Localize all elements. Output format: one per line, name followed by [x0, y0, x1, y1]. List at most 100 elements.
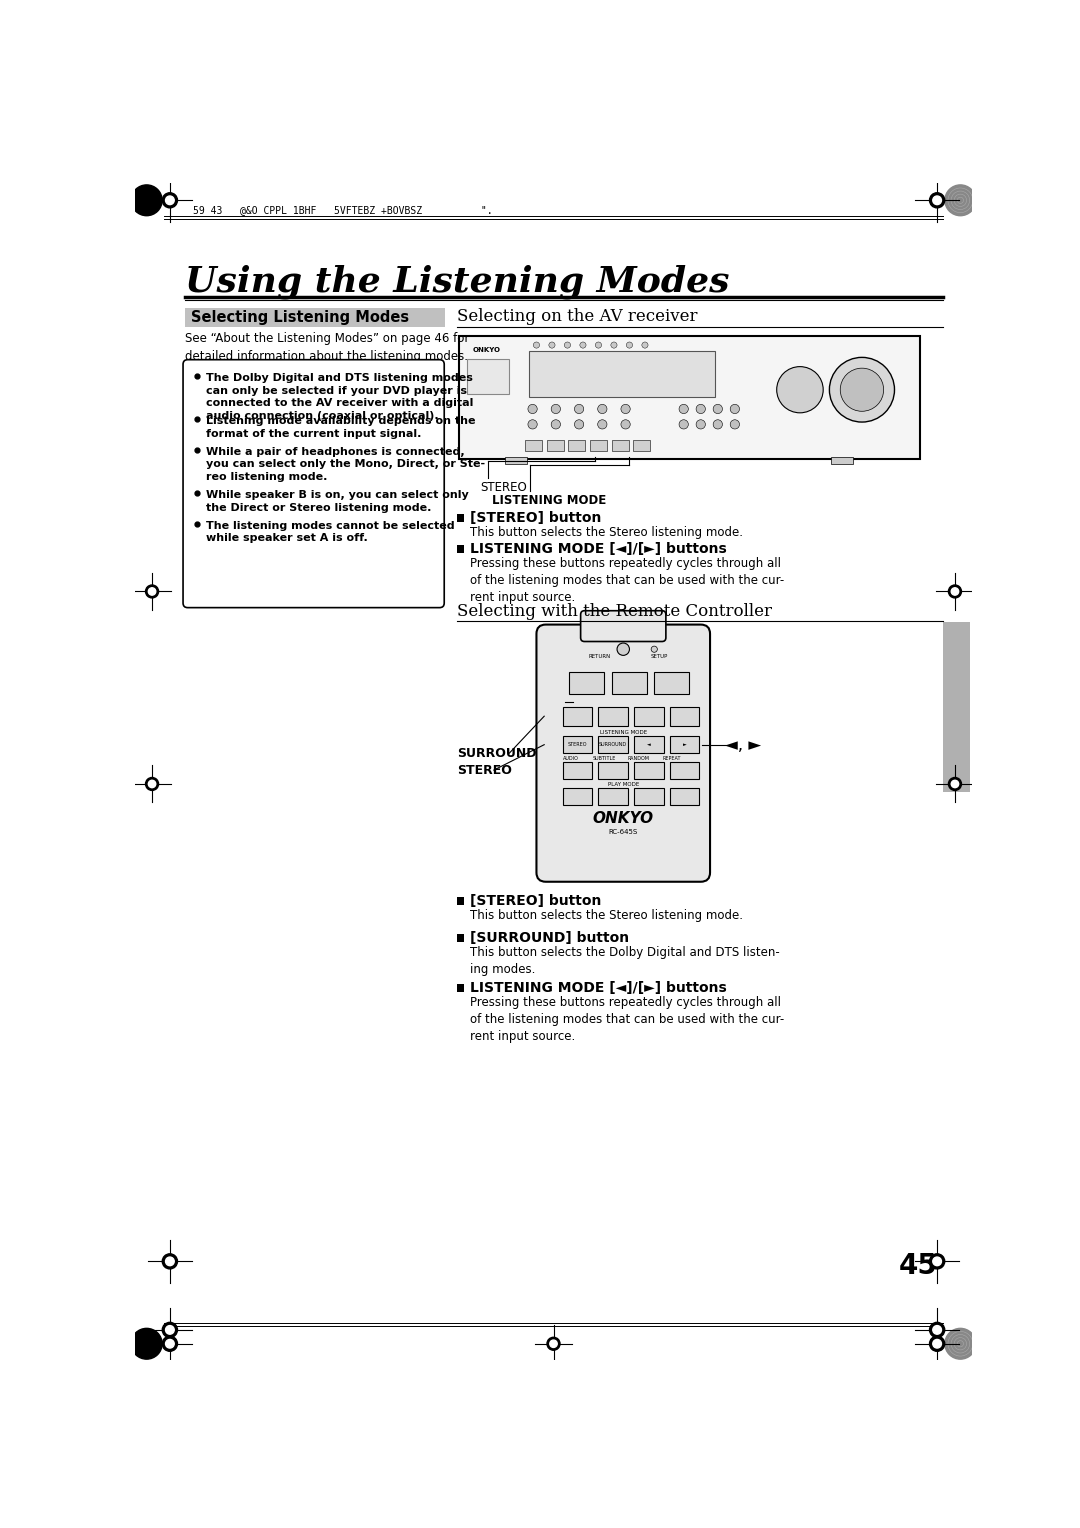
Circle shape [951, 588, 959, 594]
Text: [SURROUND] button: [SURROUND] button [470, 931, 629, 944]
Circle shape [948, 778, 961, 790]
Text: Listening mode availability depends on the
format of the current input signal.: Listening mode availability depends on t… [206, 416, 476, 439]
Bar [598, 707, 627, 726]
Circle shape [840, 368, 883, 411]
Bar [598, 762, 627, 779]
Text: While a pair of headphones is connected,
you can select only the Mono, Direct, o: While a pair of headphones is connected,… [206, 446, 485, 483]
Circle shape [597, 420, 607, 429]
FancyBboxPatch shape [537, 625, 710, 882]
Circle shape [165, 1258, 174, 1265]
Circle shape [713, 405, 723, 414]
Circle shape [777, 367, 823, 413]
Bar [831, 457, 852, 463]
Circle shape [162, 1254, 177, 1268]
Circle shape [697, 405, 705, 414]
Text: LISTENING MODE: LISTENING MODE [491, 495, 606, 507]
Circle shape [162, 193, 177, 208]
Circle shape [621, 420, 631, 429]
Bar [563, 736, 592, 753]
Bar [563, 788, 592, 805]
Bar [529, 351, 715, 397]
Bar [634, 736, 663, 753]
Circle shape [165, 196, 174, 205]
Bar [569, 672, 604, 694]
Text: SETUP: SETUP [650, 654, 667, 660]
Circle shape [933, 1258, 942, 1265]
Bar [943, 622, 970, 792]
Text: Pressing these buttons repeatedly cycles through all
of the listening modes that: Pressing these buttons repeatedly cycles… [470, 556, 784, 604]
Text: LISTENING MODE [◄]/[►] buttons: LISTENING MODE [◄]/[►] buttons [470, 981, 727, 995]
Circle shape [933, 1326, 942, 1334]
Text: The listening modes cannot be selected
while speaker set A is off.: The listening modes cannot be selected w… [206, 521, 455, 544]
Bar [505, 457, 527, 463]
Text: ONKYO: ONKYO [473, 347, 501, 353]
Circle shape [146, 585, 159, 597]
Circle shape [945, 185, 976, 215]
Text: RETURN: RETURN [589, 654, 610, 660]
Text: ►: ► [683, 743, 687, 747]
Text: While speaker B is on, you can select only
the Direct or Stereo listening mode.: While speaker B is on, you can select on… [206, 490, 469, 512]
Circle shape [617, 643, 630, 656]
Circle shape [595, 342, 602, 348]
Text: Pressing these buttons repeatedly cycles through all
of the listening modes that: Pressing these buttons repeatedly cycles… [470, 996, 784, 1044]
Text: PLAY MODE: PLAY MODE [608, 782, 639, 787]
Text: See “About the Listening Modes” on page 46 for
detailed information about the li: See “About the Listening Modes” on page … [186, 332, 470, 364]
Circle shape [713, 420, 723, 429]
Bar [634, 707, 663, 726]
Circle shape [730, 420, 740, 429]
Circle shape [730, 405, 740, 414]
Circle shape [930, 193, 945, 208]
Circle shape [621, 405, 631, 414]
Text: RANDOM: RANDOM [627, 756, 650, 761]
Circle shape [162, 1335, 177, 1351]
Bar [670, 736, 699, 753]
Bar [563, 707, 592, 726]
Text: LISTENING MODE: LISTENING MODE [599, 730, 647, 735]
Circle shape [148, 588, 156, 594]
Text: Selecting on the AV receiver: Selecting on the AV receiver [457, 309, 697, 325]
Text: This button selects the Stereo listening mode.: This button selects the Stereo listening… [470, 526, 743, 539]
Circle shape [534, 342, 540, 348]
Circle shape [551, 405, 561, 414]
Text: SUBTITLE: SUBTITLE [592, 756, 616, 761]
Bar [670, 707, 699, 726]
Circle shape [528, 405, 537, 414]
Bar [457, 515, 464, 523]
Bar [633, 440, 650, 451]
Circle shape [550, 1340, 557, 1348]
Circle shape [611, 342, 617, 348]
Circle shape [528, 420, 537, 429]
FancyBboxPatch shape [581, 611, 666, 642]
Text: 59 43   @&O CPPL 1BHF   5VFTEBZ +BOVBSZ          ".: 59 43 @&O CPPL 1BHF 5VFTEBZ +BOVBSZ ". [193, 205, 492, 215]
Text: AUDIO: AUDIO [563, 756, 579, 761]
Circle shape [933, 1340, 942, 1348]
Bar [634, 762, 663, 779]
Text: Selecting Listening Modes: Selecting Listening Modes [191, 310, 409, 325]
Circle shape [131, 185, 162, 215]
Circle shape [626, 342, 633, 348]
Circle shape [148, 781, 156, 787]
Bar [186, 309, 445, 327]
Bar [457, 897, 464, 905]
Circle shape [930, 1335, 945, 1351]
Bar [563, 762, 592, 779]
Circle shape [575, 420, 583, 429]
Circle shape [162, 1322, 177, 1337]
Bar [598, 788, 627, 805]
Circle shape [565, 342, 570, 348]
Circle shape [933, 196, 942, 205]
Bar [525, 440, 542, 451]
FancyBboxPatch shape [183, 359, 444, 608]
Circle shape [575, 405, 583, 414]
Text: STEREO: STEREO [568, 743, 588, 747]
Text: This button selects the Dolby Digital and DTS listen-
ing modes.: This button selects the Dolby Digital an… [470, 946, 780, 976]
Circle shape [948, 585, 961, 597]
Bar [546, 440, 564, 451]
Text: LISTENING MODE [◄]/[►] buttons: LISTENING MODE [◄]/[►] buttons [470, 542, 727, 556]
Text: RC-645S: RC-645S [609, 830, 638, 836]
Circle shape [679, 405, 688, 414]
Circle shape [930, 1254, 945, 1268]
Circle shape [829, 358, 894, 422]
Circle shape [551, 420, 561, 429]
Circle shape [549, 342, 555, 348]
